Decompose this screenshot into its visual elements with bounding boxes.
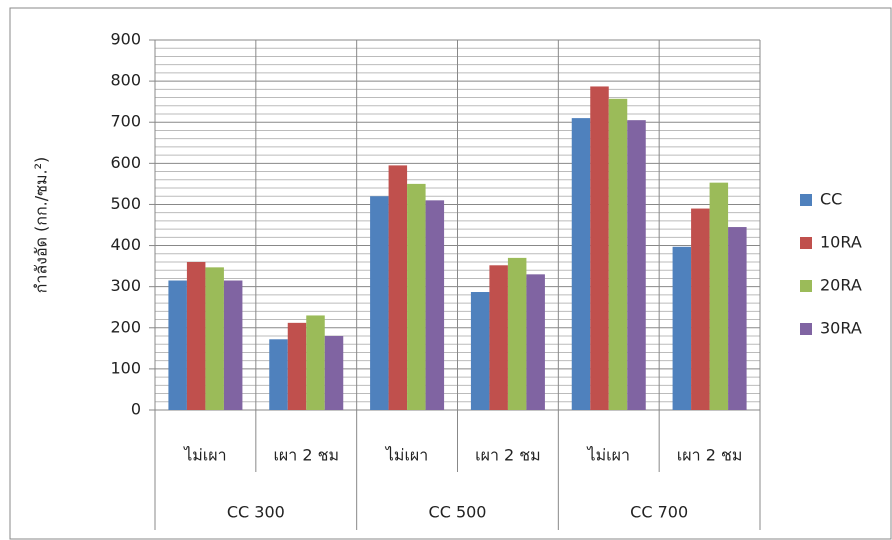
bar — [627, 120, 646, 411]
y-tick-label: 500 — [110, 194, 141, 213]
bar — [407, 183, 426, 410]
group-label: CC 300 — [227, 503, 285, 522]
y-tick-label: 700 — [110, 112, 141, 131]
legend-label: 30RA — [820, 319, 862, 338]
bar — [269, 339, 288, 410]
y-tick-label: 800 — [110, 71, 141, 90]
x-tick-label: เผา 2 ชม — [677, 446, 743, 465]
bar — [470, 292, 490, 410]
bar — [388, 165, 408, 410]
bar — [507, 257, 527, 410]
legend-label: 10RA — [820, 233, 862, 252]
y-axis-label: กำลังอัด (กก./ซม.²) — [32, 157, 51, 294]
bar — [205, 267, 224, 410]
group-label: CC 500 — [429, 503, 487, 522]
bar — [324, 336, 344, 410]
bar — [590, 86, 609, 410]
legend-swatch — [800, 280, 812, 292]
group-label: CC 700 — [630, 503, 688, 522]
legend-swatch — [800, 323, 812, 335]
x-tick-label: ไม่เผา — [182, 446, 226, 465]
bar — [672, 246, 692, 410]
bar — [287, 322, 307, 410]
bar — [709, 182, 729, 410]
y-tick-label: 400 — [110, 235, 141, 254]
bar — [370, 196, 389, 410]
bar — [728, 227, 747, 410]
legend-label: 20RA — [820, 276, 862, 295]
bar — [489, 265, 508, 410]
bar — [571, 118, 591, 410]
x-tick-label: ไม่เผา — [586, 446, 630, 465]
bar — [425, 200, 445, 410]
y-tick-label: 900 — [110, 30, 141, 49]
bar — [168, 280, 187, 410]
y-tick-label: 200 — [110, 317, 141, 336]
bar — [223, 280, 243, 410]
bar — [608, 98, 628, 411]
legend-label: CC — [820, 190, 842, 209]
bar — [186, 262, 206, 410]
x-tick-label: เผา 2 ชม — [273, 446, 339, 465]
legend-swatch — [800, 194, 812, 206]
chart-frame — [9, 7, 892, 540]
x-tick-label: เผา 2 ชม — [475, 446, 541, 465]
bar — [306, 315, 325, 410]
bar — [691, 208, 710, 410]
y-tick-label: 600 — [110, 153, 141, 172]
bar — [526, 274, 545, 410]
y-tick-label: 100 — [110, 358, 141, 377]
x-tick-label: ไม่เผา — [384, 446, 428, 465]
y-tick-label: 0 — [131, 400, 141, 419]
y-tick-label: 300 — [110, 276, 141, 295]
legend-swatch — [800, 237, 812, 249]
